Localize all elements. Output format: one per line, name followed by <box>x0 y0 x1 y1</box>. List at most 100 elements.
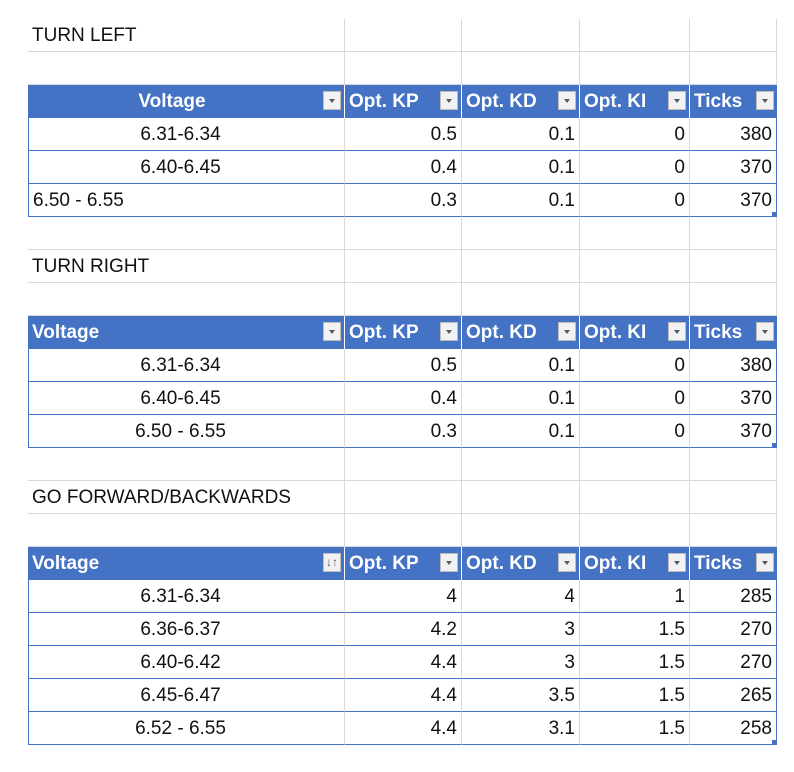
kp-cell[interactable]: 4.2 <box>345 613 462 646</box>
kp-cell[interactable]: 4.4 <box>345 679 462 712</box>
voltage-cell[interactable]: 6.31-6.34 <box>28 580 345 613</box>
ki-cell[interactable]: 0 <box>580 184 690 217</box>
kp-cell[interactable]: 4.4 <box>345 712 462 745</box>
empty-cell[interactable] <box>580 19 690 52</box>
table-resize-handle[interactable] <box>772 212 777 217</box>
empty-cell[interactable] <box>580 448 690 481</box>
empty-cell[interactable] <box>580 514 690 547</box>
empty-cell[interactable] <box>462 283 580 316</box>
filter-dropdown-icon[interactable] <box>668 553 686 572</box>
kd-cell[interactable]: 3.5 <box>462 679 580 712</box>
ki-cell[interactable]: 0 <box>580 151 690 184</box>
kp-cell[interactable]: 0.3 <box>345 415 462 448</box>
column-header-ticks[interactable]: Ticks <box>690 316 777 349</box>
section-title[interactable]: TURN LEFT <box>28 19 345 52</box>
voltage-cell[interactable]: 6.40-6.42 <box>28 646 345 679</box>
empty-cell[interactable] <box>28 217 345 250</box>
voltage-cell[interactable]: 6.31-6.34 <box>28 118 345 151</box>
voltage-cell[interactable]: 6.40-6.45 <box>28 151 345 184</box>
ki-cell[interactable]: 0 <box>580 118 690 151</box>
voltage-cell[interactable]: 6.31-6.34 <box>28 349 345 382</box>
ticks-cell[interactable]: 370 <box>690 184 777 217</box>
column-header-opt-ki[interactable]: Opt. KI <box>580 316 690 349</box>
empty-cell[interactable] <box>345 250 462 283</box>
ticks-cell[interactable]: 370 <box>690 382 777 415</box>
ticks-cell[interactable]: 380 <box>690 118 777 151</box>
column-header-voltage[interactable]: Voltage ↓↑ <box>28 547 345 580</box>
kp-cell[interactable]: 0.4 <box>345 382 462 415</box>
column-header-opt-kp[interactable]: Opt. KP <box>345 85 462 118</box>
voltage-cell[interactable]: 6.36-6.37 <box>28 613 345 646</box>
column-header-opt-kd[interactable]: Opt. KD <box>462 316 580 349</box>
filter-dropdown-icon[interactable] <box>558 91 576 110</box>
empty-cell[interactable] <box>462 514 580 547</box>
kd-cell[interactable]: 4 <box>462 580 580 613</box>
ki-cell[interactable]: 0 <box>580 349 690 382</box>
empty-cell[interactable] <box>580 283 690 316</box>
column-header-ticks[interactable]: Ticks <box>690 85 777 118</box>
column-header-opt-ki[interactable]: Opt. KI <box>580 547 690 580</box>
empty-cell[interactable] <box>580 250 690 283</box>
ticks-cell[interactable]: 270 <box>690 646 777 679</box>
table-resize-handle[interactable] <box>772 740 777 745</box>
ticks-cell[interactable]: 270 <box>690 613 777 646</box>
filter-dropdown-icon[interactable] <box>323 91 341 110</box>
empty-cell[interactable] <box>28 514 345 547</box>
voltage-cell[interactable]: 6.50 - 6.55 <box>28 415 345 448</box>
empty-cell[interactable] <box>690 19 777 52</box>
voltage-cell[interactable]: 6.45-6.47 <box>28 679 345 712</box>
kd-cell[interactable]: 0.1 <box>462 151 580 184</box>
ki-cell[interactable]: 1.5 <box>580 646 690 679</box>
ticks-cell[interactable]: 265 <box>690 679 777 712</box>
ticks-cell[interactable]: 380 <box>690 349 777 382</box>
column-header-ticks[interactable]: Ticks <box>690 547 777 580</box>
kd-cell[interactable]: 0.1 <box>462 415 580 448</box>
column-header-opt-ki[interactable]: Opt. KI <box>580 85 690 118</box>
filter-dropdown-icon[interactable] <box>668 322 686 341</box>
empty-cell[interactable] <box>690 514 777 547</box>
ki-cell[interactable]: 1.5 <box>580 679 690 712</box>
filter-dropdown-icon[interactable] <box>756 553 774 572</box>
kd-cell[interactable]: 0.1 <box>462 382 580 415</box>
column-header-opt-kd[interactable]: Opt. KD <box>462 85 580 118</box>
column-header-voltage[interactable]: Voltage <box>28 85 345 118</box>
kp-cell[interactable]: 4 <box>345 580 462 613</box>
empty-cell[interactable] <box>690 52 777 85</box>
column-header-opt-kp[interactable]: Opt. KP <box>345 547 462 580</box>
empty-cell[interactable] <box>690 283 777 316</box>
kp-cell[interactable]: 0.5 <box>345 118 462 151</box>
kd-cell[interactable]: 0.1 <box>462 184 580 217</box>
empty-cell[interactable] <box>28 283 345 316</box>
ticks-cell[interactable]: 285 <box>690 580 777 613</box>
empty-cell[interactable] <box>580 217 690 250</box>
filter-dropdown-icon[interactable] <box>756 322 774 341</box>
kp-cell[interactable]: 4.4 <box>345 646 462 679</box>
ki-cell[interactable]: 0 <box>580 382 690 415</box>
kd-cell[interactable]: 0.1 <box>462 118 580 151</box>
filter-dropdown-icon[interactable] <box>558 322 576 341</box>
filter-dropdown-icon[interactable] <box>756 91 774 110</box>
column-header-opt-kd[interactable]: Opt. KD <box>462 547 580 580</box>
kd-cell[interactable]: 3.1 <box>462 712 580 745</box>
empty-cell[interactable] <box>345 52 462 85</box>
ki-cell[interactable]: 1 <box>580 580 690 613</box>
voltage-cell[interactable]: 6.50 - 6.55 <box>28 184 345 217</box>
empty-cell[interactable] <box>345 514 462 547</box>
empty-cell[interactable] <box>580 481 690 514</box>
filter-dropdown-icon[interactable] <box>558 553 576 572</box>
ki-cell[interactable]: 1.5 <box>580 712 690 745</box>
empty-cell[interactable] <box>462 448 580 481</box>
ki-cell[interactable]: 1.5 <box>580 613 690 646</box>
filter-dropdown-icon[interactable] <box>323 322 341 341</box>
kp-cell[interactable]: 0.5 <box>345 349 462 382</box>
kd-cell[interactable]: 3 <box>462 646 580 679</box>
empty-cell[interactable] <box>690 448 777 481</box>
column-header-voltage[interactable]: Voltage <box>28 316 345 349</box>
empty-cell[interactable] <box>462 52 580 85</box>
kp-cell[interactable]: 0.4 <box>345 151 462 184</box>
empty-cell[interactable] <box>345 283 462 316</box>
empty-cell[interactable] <box>345 217 462 250</box>
ticks-cell[interactable]: 370 <box>690 415 777 448</box>
table-resize-handle[interactable] <box>772 443 777 448</box>
empty-cell[interactable] <box>462 19 580 52</box>
